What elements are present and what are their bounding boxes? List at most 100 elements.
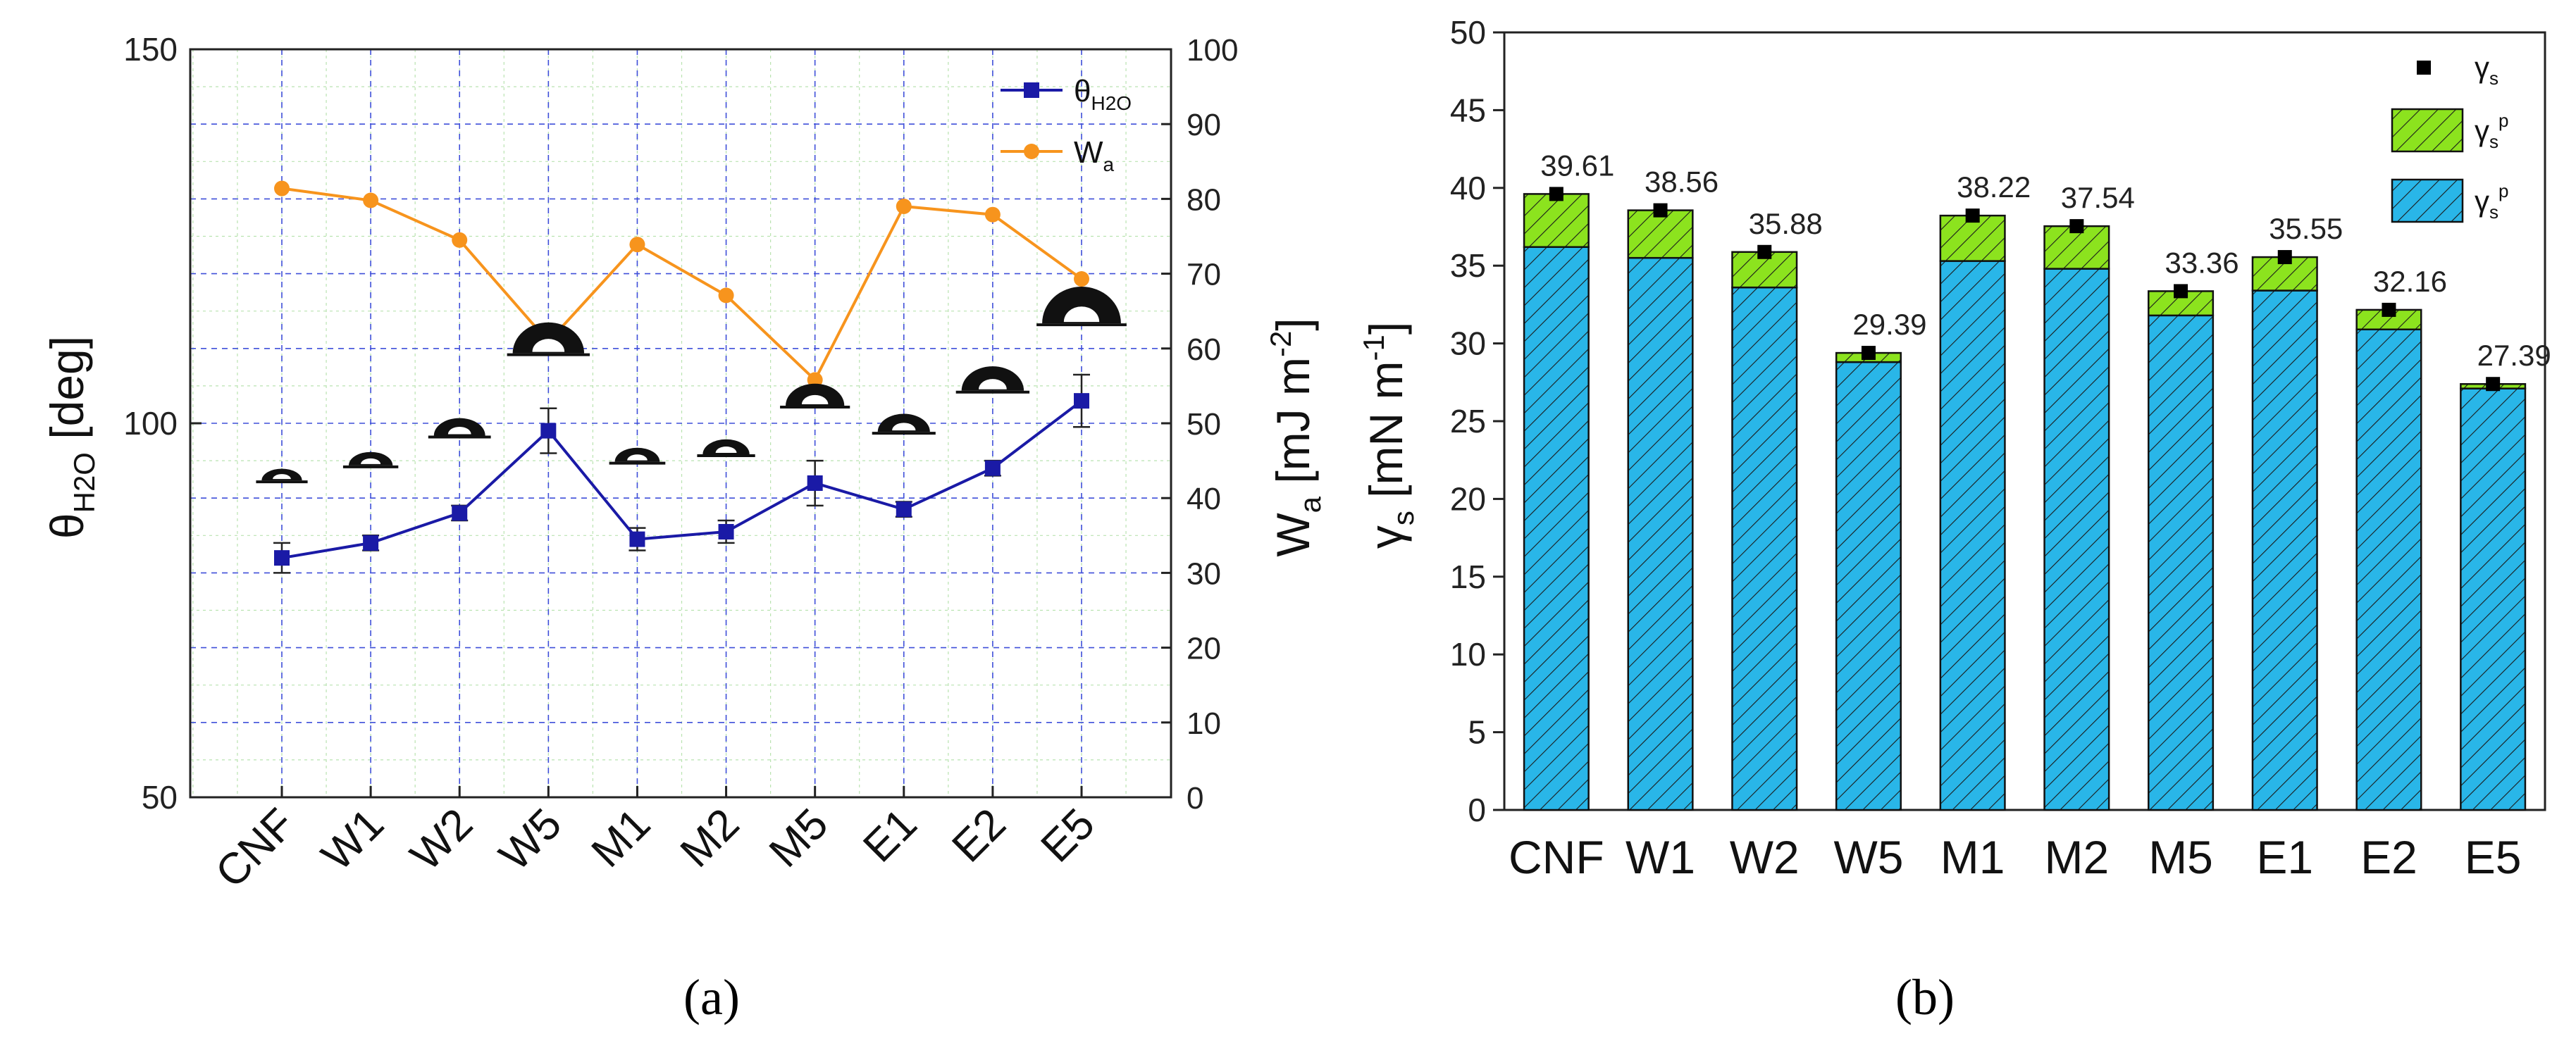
- legend-theta-label: θH2O: [1074, 74, 1132, 114]
- axis-title-sub: H2O: [68, 452, 101, 513]
- droplet-icon: [428, 418, 491, 439]
- panel-a-caption: (a): [683, 969, 740, 1025]
- x-tick-label: E5: [1032, 799, 1103, 871]
- legend-sub: H2O: [1091, 92, 1132, 114]
- droplet-highlight: [361, 458, 381, 464]
- x-tick-label: W1: [1626, 831, 1695, 883]
- left-tick-label: 100: [123, 405, 178, 442]
- bar-polar: [2355, 308, 2422, 330]
- wa-point: [452, 232, 468, 248]
- right-tick-label: 90: [1187, 108, 1221, 142]
- legend-main: γ: [2475, 185, 2489, 218]
- y-tick-label: 30: [1450, 325, 1486, 362]
- axis-title-unit: ]: [1267, 318, 1319, 330]
- x-tick-label: CNF: [206, 799, 304, 897]
- x-tick-label: CNF: [1509, 831, 1604, 883]
- panel-b-caption: (b): [1895, 969, 1955, 1025]
- y-tick-label: 20: [1450, 480, 1486, 517]
- droplet-icon: [342, 451, 399, 468]
- droplet-highlight: [627, 454, 648, 461]
- total-marker: [2277, 250, 2292, 265]
- wa-point: [363, 192, 379, 208]
- droplet-icon: [872, 413, 936, 435]
- legend-sup: p: [2498, 180, 2508, 201]
- x-tick-label: M5: [760, 799, 838, 877]
- total-value-label: 35.55: [2269, 212, 2343, 245]
- axis-title-unit: [mJ m: [1267, 357, 1319, 497]
- droplet-highlight: [1063, 306, 1100, 323]
- x-tick-label: W5: [1833, 831, 1903, 883]
- left-axis-title: θH2O [deg]: [41, 336, 101, 539]
- wa-point: [984, 206, 1001, 223]
- legend-sub: s: [2489, 201, 2498, 223]
- right-tick-label: 40: [1187, 482, 1221, 516]
- droplet-icon: [697, 439, 755, 457]
- y-tick-label: 35: [1450, 247, 1486, 284]
- wa-point: [807, 372, 823, 388]
- axis-title-main: γ: [1360, 525, 1412, 549]
- bar-dispersive: [1627, 256, 1694, 811]
- legend-wa-marker: [1024, 144, 1039, 159]
- droplet-shape: [1042, 286, 1121, 324]
- x-tick-label: E2: [2360, 831, 2417, 883]
- legend-total-label: γs: [2475, 51, 2498, 89]
- droplet-shape: [877, 413, 930, 432]
- theta-point: [452, 505, 468, 521]
- total-marker: [1653, 203, 1668, 218]
- droplet-icon: [507, 322, 590, 356]
- x-tick-label: E1: [854, 799, 926, 871]
- total-value-label: 35.88: [1749, 207, 1823, 240]
- y-axis-title: γs [mN m-1]: [1357, 322, 1420, 549]
- axis-title-sub: s: [1387, 511, 1420, 525]
- total-value-label: 37.54: [2061, 181, 2135, 214]
- bar-dispersive: [1731, 286, 1798, 811]
- total-value-label: 38.22: [1957, 170, 2031, 204]
- y-tick-label: 50: [1450, 14, 1486, 51]
- axis-title-sup: -2: [1264, 331, 1297, 357]
- x-tick-label: W2: [402, 799, 483, 880]
- theta-point: [896, 501, 912, 518]
- theta-point: [807, 475, 823, 491]
- x-tick-label: W5: [490, 799, 571, 880]
- bar-dispersive: [2355, 328, 2422, 811]
- droplet-icon: [955, 366, 1030, 394]
- total-value-label: 32.16: [2373, 265, 2447, 298]
- x-tick-label: M2: [671, 799, 749, 877]
- theta-point: [1074, 393, 1089, 409]
- droplet-highlight: [715, 447, 737, 453]
- right-tick-label: 10: [1187, 706, 1221, 741]
- y-tick-label: 5: [1468, 714, 1486, 751]
- axis-title-main: θ: [41, 513, 93, 539]
- droplet-highlight: [532, 339, 565, 352]
- wa-point: [274, 180, 290, 196]
- legend-sup: p: [2498, 110, 2508, 131]
- right-tick-label: 70: [1187, 258, 1221, 292]
- axis-title-main: W: [1267, 513, 1319, 557]
- y-tick-label: 45: [1450, 92, 1486, 128]
- axis-title-sup: -1: [1357, 335, 1390, 361]
- bar-dispersive: [2148, 314, 2215, 811]
- legend-dispersive-label: γsp: [2475, 180, 2508, 223]
- total-value-label: 39.61: [1540, 149, 1614, 182]
- left-tick-label: 50: [142, 779, 178, 816]
- bar-dispersive: [2043, 268, 2110, 811]
- y-tick-label: 0: [1468, 792, 1486, 828]
- droplet-highlight: [447, 426, 471, 435]
- theta-series-line: [281, 399, 1083, 560]
- bar-dispersive: [2251, 289, 2318, 811]
- legend-wa-label: Wa: [1074, 135, 1115, 175]
- droplet-highlight: [978, 379, 1007, 389]
- legend-sub: s: [2489, 131, 2498, 152]
- total-marker: [1757, 244, 1772, 259]
- total-marker: [2382, 302, 2396, 317]
- y-tick-label: 15: [1450, 559, 1486, 595]
- bar-dispersive: [1835, 361, 1902, 811]
- right-tick-label: 60: [1187, 332, 1221, 367]
- wa-point: [1074, 271, 1089, 287]
- theta-point: [540, 423, 557, 439]
- axis-title-unit: ]: [1360, 322, 1412, 335]
- total-marker: [2486, 377, 2501, 392]
- bar-polar: [1523, 193, 1590, 248]
- y-tick-label: 25: [1450, 403, 1486, 439]
